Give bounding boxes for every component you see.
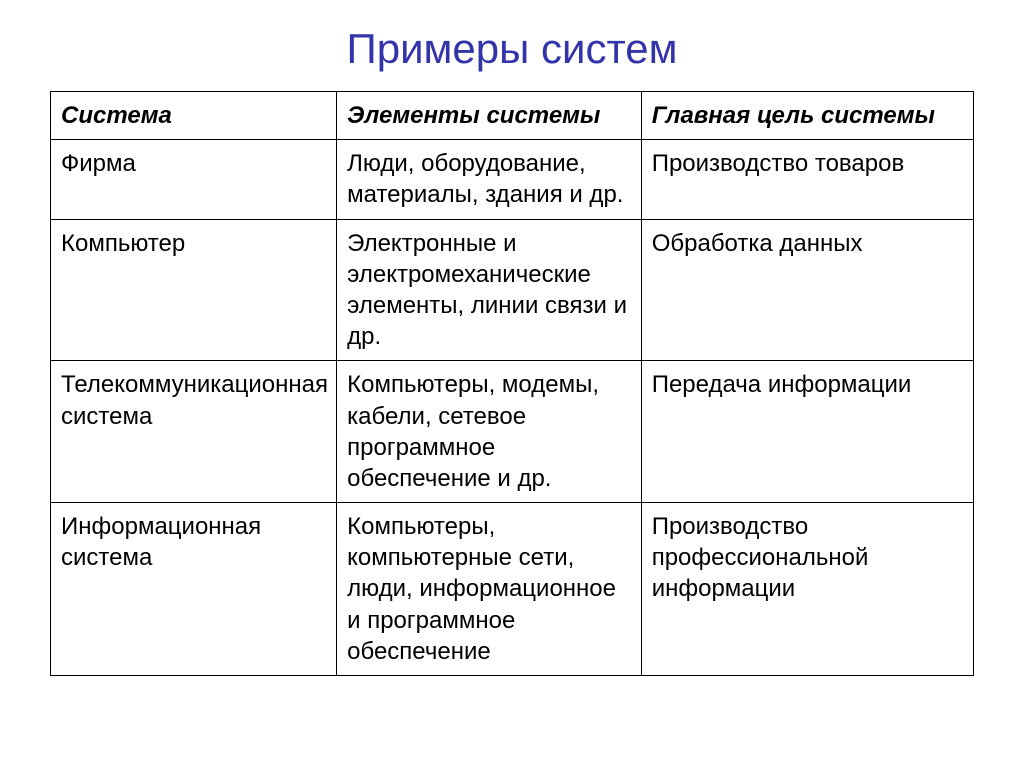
- table-cell: Компьютеры, компьютерные сети, люди, инф…: [337, 503, 642, 676]
- table-cell: Компьютер: [51, 219, 337, 361]
- page-title: Примеры систем: [50, 25, 974, 73]
- table-cell: Обработка данных: [641, 219, 973, 361]
- table-cell: Люди, оборудование, материалы, здания и …: [337, 140, 642, 219]
- table-cell: Компьютеры, модемы, кабели, сетевое прог…: [337, 361, 642, 503]
- table-header-row: Система Элементы системы Главная цель си…: [51, 92, 974, 140]
- systems-table: Система Элементы системы Главная цель си…: [50, 91, 974, 676]
- table-cell: Электронные и электромеханические элемен…: [337, 219, 642, 361]
- table-row: Фирма Люди, оборудование, материалы, зда…: [51, 140, 974, 219]
- table-header-cell: Главная цель системы: [641, 92, 973, 140]
- table-cell: Производство профессиональной информации: [641, 503, 973, 676]
- table-header-cell: Система: [51, 92, 337, 140]
- table-row: Информационная система Компьютеры, компь…: [51, 503, 974, 676]
- table-row: Телекоммуникационная система Компьютеры,…: [51, 361, 974, 503]
- table-row: Компьютер Электронные и электромеханичес…: [51, 219, 974, 361]
- table-header-cell: Элементы системы: [337, 92, 642, 140]
- table-cell: Фирма: [51, 140, 337, 219]
- table-cell: Телекоммуникационная система: [51, 361, 337, 503]
- table-cell: Информационная система: [51, 503, 337, 676]
- table-cell: Производство товаров: [641, 140, 973, 219]
- table-cell: Передача информации: [641, 361, 973, 503]
